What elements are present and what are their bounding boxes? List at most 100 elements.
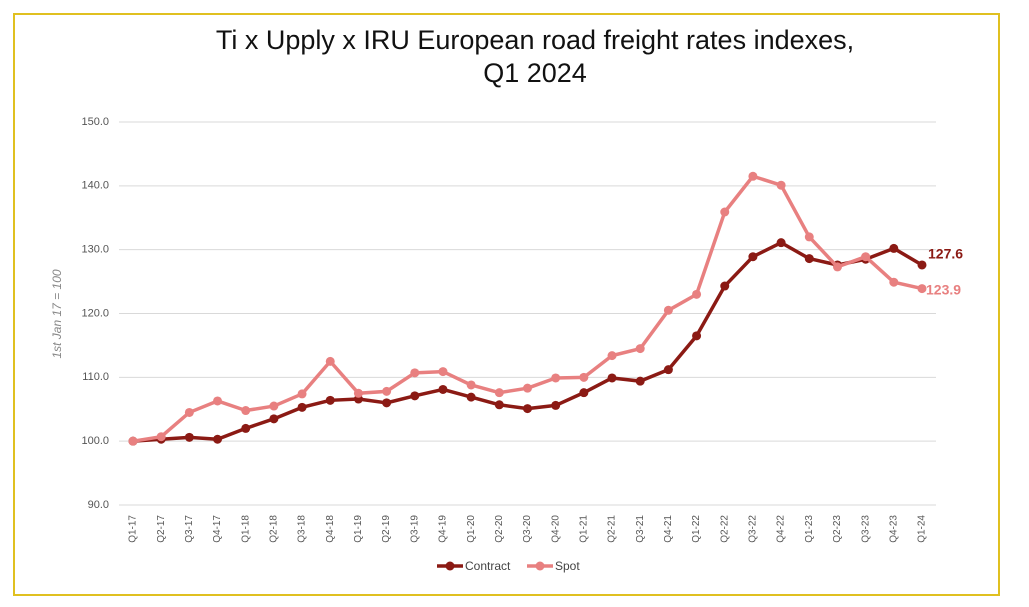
x-tick-label: Q4-23 bbox=[888, 515, 899, 543]
data-point bbox=[466, 380, 476, 390]
x-tick-label: Q2-22 bbox=[719, 515, 730, 543]
data-point bbox=[579, 388, 589, 398]
data-point bbox=[241, 423, 251, 433]
data-point bbox=[832, 262, 842, 272]
legend-swatch bbox=[535, 561, 545, 571]
x-tick-label: Q3-19 bbox=[409, 515, 420, 543]
x-tick-label: Q4-21 bbox=[663, 515, 674, 543]
frame bbox=[13, 13, 1000, 596]
data-point bbox=[213, 396, 223, 406]
data-point bbox=[523, 383, 532, 393]
data-point bbox=[748, 252, 758, 262]
x-tick-label: Q4-18 bbox=[325, 515, 336, 543]
x-tick-label: Q1-18 bbox=[240, 515, 251, 543]
x-tick-label: Q4-22 bbox=[776, 515, 787, 543]
data-point bbox=[494, 400, 504, 410]
y-tick-label: 130.0 bbox=[81, 244, 109, 256]
data-point bbox=[720, 207, 730, 217]
legend-swatch bbox=[445, 561, 455, 571]
data-label: 123.9 bbox=[926, 281, 961, 297]
x-tick-label: Q2-20 bbox=[494, 515, 505, 543]
x-tick-label: Q3-20 bbox=[522, 515, 533, 543]
data-point bbox=[663, 365, 673, 375]
x-tick-label: Q3-18 bbox=[297, 515, 308, 543]
data-point bbox=[692, 331, 702, 341]
y-tick-label: 100.0 bbox=[81, 435, 109, 447]
data-point bbox=[382, 386, 392, 396]
data-point bbox=[269, 401, 279, 411]
x-tick-label: Q1-17 bbox=[128, 515, 139, 543]
x-tick-label: Q3-22 bbox=[748, 515, 759, 543]
data-point bbox=[776, 238, 786, 248]
data-point bbox=[607, 373, 617, 383]
data-label: 127.6 bbox=[928, 246, 963, 262]
x-tick-label: Q2-17 bbox=[156, 515, 167, 543]
x-tick-label: Q4-17 bbox=[212, 515, 223, 543]
data-point bbox=[382, 398, 392, 408]
data-point bbox=[466, 392, 476, 402]
data-point bbox=[861, 252, 871, 262]
data-point bbox=[692, 289, 702, 299]
x-tick-label: Q1-24 bbox=[917, 515, 928, 543]
data-point bbox=[635, 376, 645, 386]
data-point bbox=[438, 367, 448, 377]
x-tick-label: Q2-19 bbox=[381, 515, 392, 543]
data-point bbox=[184, 432, 194, 442]
data-point bbox=[551, 400, 561, 410]
data-point bbox=[917, 260, 927, 270]
x-tick-label: Q1-22 bbox=[691, 515, 702, 543]
data-point bbox=[720, 281, 730, 291]
x-tick-label: Q1-23 bbox=[804, 515, 815, 543]
y-tick-label: 150.0 bbox=[81, 116, 109, 128]
data-point bbox=[438, 384, 448, 394]
data-point bbox=[213, 434, 223, 444]
data-point bbox=[579, 372, 589, 382]
legend-label: Spot bbox=[555, 559, 580, 573]
data-point bbox=[523, 404, 532, 414]
y-tick-label: 120.0 bbox=[81, 307, 109, 319]
data-point bbox=[325, 395, 335, 405]
x-tick-label: Q2-23 bbox=[832, 515, 843, 543]
y-tick-label: 140.0 bbox=[81, 180, 109, 192]
x-tick-label: Q1-21 bbox=[578, 515, 589, 543]
chart-title: Q1 2024 bbox=[483, 58, 587, 88]
data-point bbox=[410, 368, 420, 378]
y-axis-title: 1st Jan 17 = 100 bbox=[50, 269, 64, 358]
x-tick-label: Q1-20 bbox=[466, 515, 477, 543]
y-tick-label: 110.0 bbox=[82, 371, 109, 383]
data-point bbox=[917, 284, 927, 294]
data-point bbox=[635, 344, 645, 354]
x-tick-label: Q2-18 bbox=[269, 515, 280, 543]
data-point bbox=[607, 351, 617, 361]
data-point bbox=[325, 356, 335, 366]
data-point bbox=[494, 388, 504, 398]
data-point bbox=[353, 388, 363, 398]
x-tick-label: Q3-23 bbox=[860, 515, 871, 543]
data-point bbox=[241, 406, 251, 416]
x-tick-label: Q4-19 bbox=[438, 515, 449, 543]
data-point bbox=[156, 432, 166, 442]
chart-title: Ti x Upply x IRU European road freight r… bbox=[216, 25, 854, 55]
x-tick-label: Q3-21 bbox=[635, 515, 646, 543]
data-point bbox=[889, 277, 899, 287]
data-point bbox=[748, 171, 758, 181]
x-tick-label: Q2-21 bbox=[607, 515, 618, 543]
data-point bbox=[804, 254, 814, 264]
data-point bbox=[889, 243, 899, 253]
y-tick-label: 90.0 bbox=[88, 499, 109, 511]
x-tick-label: Q4-20 bbox=[550, 515, 561, 543]
data-point bbox=[184, 407, 194, 417]
data-point bbox=[297, 389, 307, 399]
x-tick-label: Q1-19 bbox=[353, 515, 364, 543]
legend-label: Contract bbox=[465, 559, 511, 573]
data-point bbox=[551, 373, 561, 383]
data-point bbox=[269, 414, 279, 424]
x-tick-label: Q3-17 bbox=[184, 515, 195, 543]
data-point bbox=[297, 402, 307, 412]
data-point bbox=[663, 305, 673, 315]
data-point bbox=[804, 232, 814, 242]
data-point bbox=[410, 391, 420, 401]
data-point bbox=[776, 180, 786, 190]
